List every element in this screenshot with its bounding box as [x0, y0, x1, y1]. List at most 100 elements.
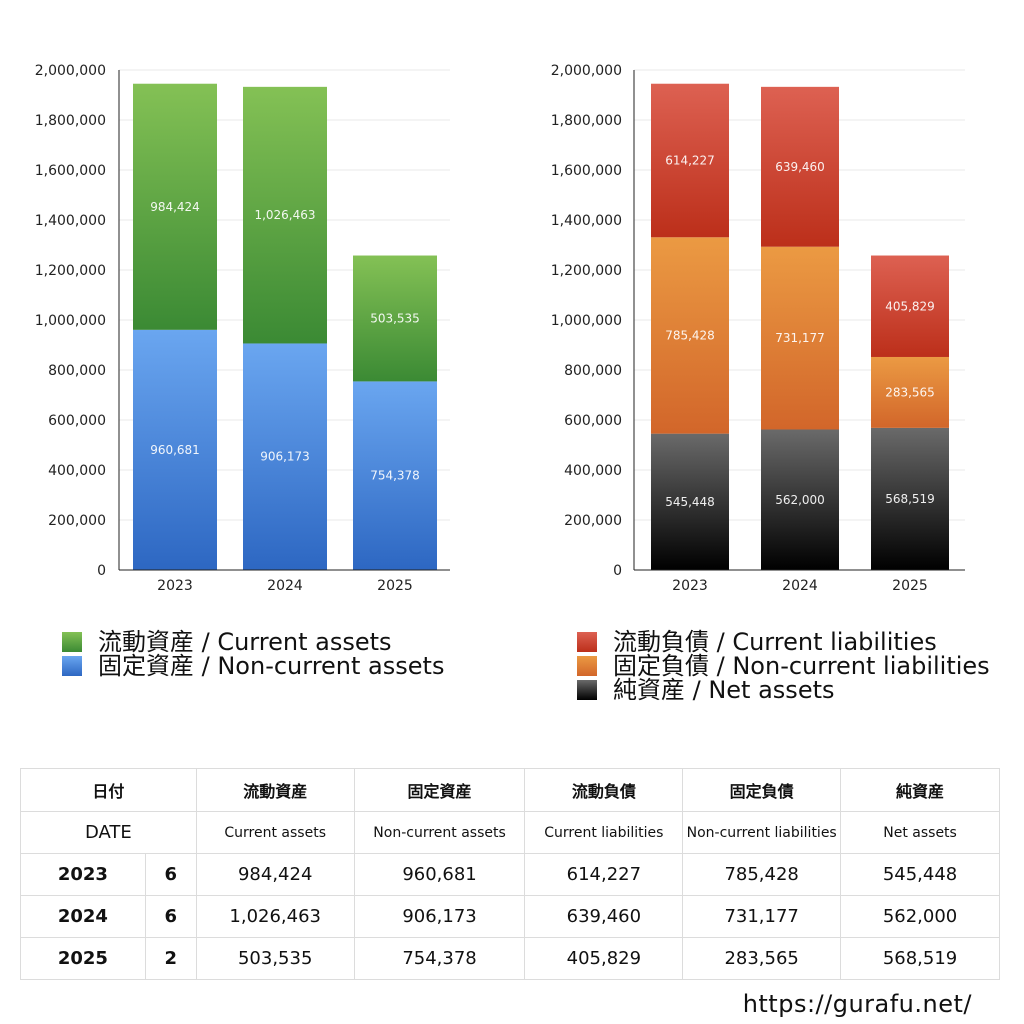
x-tick-label: 2024 [782, 578, 818, 594]
legend-swatch-non-current-assets [62, 656, 82, 676]
y-tick-label: 600,000 [564, 413, 622, 429]
legend-item-non-current-liabilities: 固定負債 / Non-current liabilities [577, 654, 990, 678]
x-tick-label: 2024 [267, 578, 303, 594]
cell-non-current-assets: 960,681 [353, 853, 526, 896]
cell-net-assets: 562,000 [840, 895, 1000, 938]
cell-current-assets: 1,026,463 [195, 895, 355, 938]
y-tick-label: 400,000 [564, 463, 622, 479]
data-label: 731,177 [775, 331, 825, 345]
table-row: 2025 2 503,535 754,378 405,829 283,565 5… [20, 937, 1000, 980]
bar-segment-current-assets [133, 83, 217, 330]
data-label: 960,681 [150, 443, 200, 457]
cell-non-current-assets: 906,173 [353, 895, 526, 938]
y-tick-label: 1,400,000 [35, 213, 106, 229]
liabilities-legend: 流動負債 / Current liabilities 固定負債 / Non-cu… [577, 630, 990, 702]
legend-swatch-current-liabilities [577, 632, 597, 652]
y-tick-label: 0 [613, 563, 622, 579]
y-tick-label: 200,000 [564, 513, 622, 529]
table-header-row-jp: 日付 流動資産 固定資産 流動負債 固定負債 純資産 [20, 768, 1000, 812]
legend-swatch-non-current-liabilities [577, 656, 597, 676]
data-label: 545,448 [665, 495, 715, 509]
cell-current-assets: 503,535 [195, 937, 355, 980]
table-header-row-en: DATE Current assets Non-current assets C… [20, 811, 1000, 854]
chart-svg: 0 200,000 400,000 600,000 800,000 1,000,000 1,… [35, 63, 450, 594]
y-tick-label: 1,200,000 [551, 263, 622, 279]
y-tick-label: 600,000 [48, 413, 106, 429]
chart-svg: 0 200,000 400,000 600,000 800,000 1,000,000 1,… [551, 63, 965, 594]
header-net-assets-jp: 純資産 [840, 768, 1000, 812]
x-tick-label: 2023 [157, 578, 193, 594]
y-tick-label: 1,000,000 [35, 313, 106, 329]
y-tick-label: 0 [97, 563, 106, 579]
cell-current-liabilities: 405,829 [524, 937, 684, 980]
row-month: 6 [144, 895, 197, 938]
cell-non-current-liabilities: 283,565 [682, 937, 842, 980]
header-current-assets-jp: 流動資産 [195, 768, 355, 812]
data-label: 639,460 [775, 160, 825, 174]
bar-segment-non-current-liabilities [871, 356, 949, 428]
cell-net-assets: 568,519 [840, 937, 1000, 980]
header-non-current-assets-jp: 固定資産 [353, 768, 526, 812]
cell-non-current-liabilities: 731,177 [682, 895, 842, 938]
cell-non-current-assets: 754,378 [353, 937, 526, 980]
row-month: 6 [144, 853, 197, 896]
bar-segment-current-liabilities [761, 86, 839, 247]
legend-swatch-net-assets [577, 680, 597, 700]
data-label: 562,000 [775, 493, 825, 507]
y-tick-label: 1,200,000 [35, 263, 106, 279]
header-date-jp: 日付 [20, 768, 197, 812]
y-tick-label: 800,000 [564, 363, 622, 379]
header-non-current-assets-en: Non-current assets [353, 811, 526, 854]
data-label: 405,829 [885, 299, 935, 313]
data-label: 283,565 [885, 385, 935, 399]
assets-legend: 流動資産 / Current assets 固定資産 / Non-current… [62, 630, 444, 678]
data-label: 984,424 [150, 200, 200, 214]
bar-segment-net-assets [651, 433, 729, 570]
cell-current-liabilities: 639,460 [524, 895, 684, 938]
y-tick-label: 400,000 [48, 463, 106, 479]
bar-segment-non-current-assets [133, 329, 217, 570]
cell-current-liabilities: 614,227 [524, 853, 684, 896]
y-tick-label: 1,400,000 [551, 213, 622, 229]
legend-item-non-current-assets: 固定資産 / Non-current assets [62, 654, 444, 678]
header-date-en: DATE [20, 811, 197, 854]
bar-segment-current-liabilities [871, 255, 949, 357]
header-non-current-liabilities-en: Non-current liabilities [682, 811, 842, 854]
legend-label: 流動資産 / Current assets [98, 628, 392, 656]
summary-table: 日付 流動資産 固定資産 流動負債 固定負債 純資産 DATE Current … [20, 768, 1000, 980]
header-current-liabilities-en: Current liabilities [524, 811, 684, 854]
data-label: 568,519 [885, 492, 935, 506]
data-label: 785,428 [665, 328, 715, 342]
header-current-liabilities-jp: 流動負債 [524, 768, 684, 812]
y-tick-label: 2,000,000 [551, 63, 622, 79]
legend-swatch-current-assets [62, 632, 82, 652]
row-month: 2 [144, 937, 197, 980]
legend-item-current-assets: 流動資産 / Current assets [62, 630, 444, 654]
header-current-assets-en: Current assets [195, 811, 355, 854]
y-tick-label: 200,000 [48, 513, 106, 529]
y-tick-label: 1,800,000 [551, 113, 622, 129]
data-label: 906,173 [260, 450, 310, 464]
bar-segment-non-current-liabilities [651, 237, 729, 434]
y-tick-label: 800,000 [48, 363, 106, 379]
header-non-current-liabilities-jp: 固定負債 [682, 768, 842, 812]
x-tick-label: 2025 [377, 578, 413, 594]
liabilities-chart: 0 200,000 400,000 600,000 800,000 1,000,000 1,… [512, 0, 1024, 610]
y-tick-label: 2,000,000 [35, 63, 106, 79]
source-url: https://gurafu.net/ [742, 990, 972, 1018]
legend-label: 純資産 / Net assets [613, 676, 835, 704]
bar-segment-net-assets [761, 429, 839, 570]
row-year: 2023 [20, 853, 146, 896]
y-tick-label: 1,600,000 [551, 163, 622, 179]
row-year: 2025 [20, 937, 146, 980]
bar-segment-current-liabilities [651, 83, 729, 238]
bar-segment-current-assets [353, 255, 437, 382]
y-tick-label: 1,800,000 [35, 113, 106, 129]
assets-chart: 0 200,000 400,000 600,000 800,000 1,000,000 1,… [0, 0, 512, 610]
bar-segment-non-current-assets [243, 343, 327, 570]
data-label: 1,026,463 [254, 208, 315, 222]
y-tick-label: 1,600,000 [35, 163, 106, 179]
data-label: 614,227 [665, 154, 715, 168]
bar-segment-current-assets [243, 86, 327, 344]
bar-segment-non-current-assets [353, 381, 437, 570]
